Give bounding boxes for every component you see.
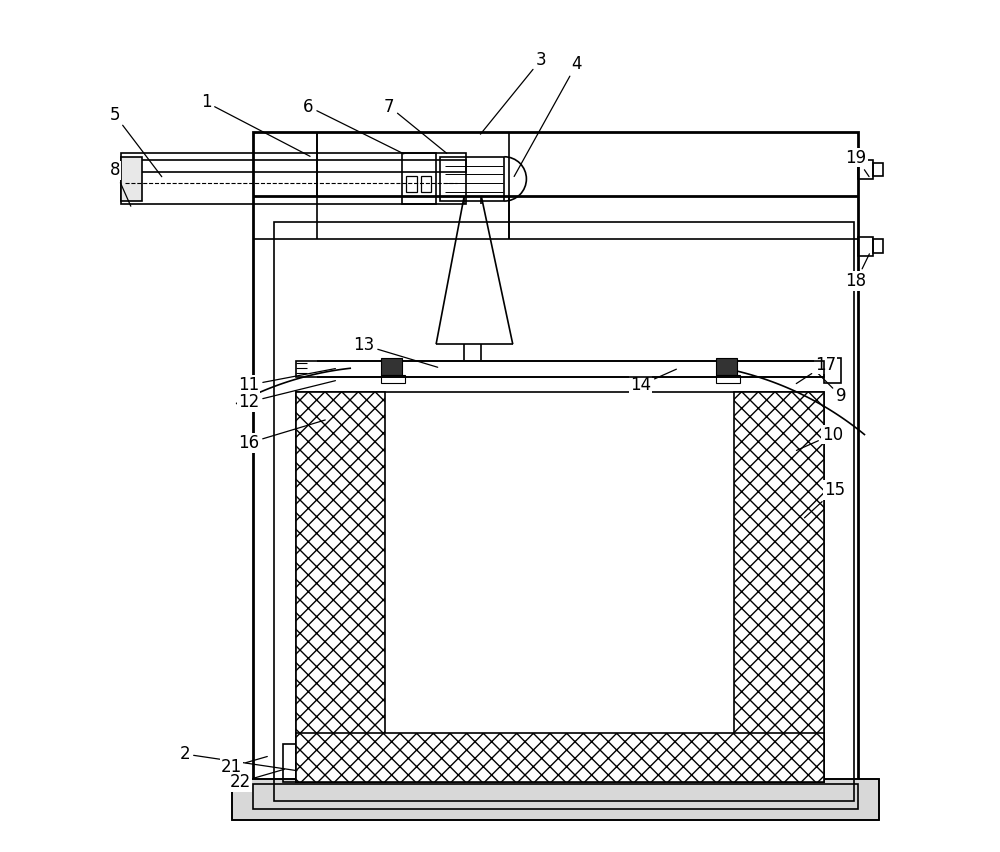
Text: 2: 2 xyxy=(179,745,297,771)
Text: 3: 3 xyxy=(480,50,546,134)
Bar xyxy=(232,779,879,820)
Text: 11: 11 xyxy=(238,369,335,394)
Bar xyxy=(232,779,879,820)
Text: 16: 16 xyxy=(238,420,325,452)
Bar xyxy=(734,392,824,782)
Text: 13: 13 xyxy=(353,336,438,367)
Bar xyxy=(421,176,431,192)
Bar xyxy=(402,153,436,204)
Bar xyxy=(125,160,466,172)
Bar xyxy=(121,153,466,204)
Bar xyxy=(274,222,854,801)
Bar xyxy=(406,176,417,192)
Bar xyxy=(873,163,883,176)
Text: 6: 6 xyxy=(303,97,404,154)
Text: 9: 9 xyxy=(817,372,846,406)
Bar xyxy=(381,375,405,383)
Bar xyxy=(873,239,883,253)
Bar xyxy=(253,132,858,797)
Bar xyxy=(121,157,142,201)
Bar xyxy=(824,358,841,383)
Text: 17: 17 xyxy=(796,355,836,383)
Bar xyxy=(296,733,824,782)
Text: 7: 7 xyxy=(384,97,447,153)
Bar xyxy=(716,358,737,375)
Bar xyxy=(381,358,402,375)
Text: 10: 10 xyxy=(796,425,843,451)
Text: 1: 1 xyxy=(201,93,310,156)
Text: 22: 22 xyxy=(230,769,284,792)
Bar xyxy=(440,157,504,201)
Text: 21: 21 xyxy=(221,757,267,776)
Text: 5: 5 xyxy=(110,106,162,176)
Bar xyxy=(283,744,317,782)
Text: 12: 12 xyxy=(238,381,335,412)
Bar xyxy=(716,375,740,383)
Text: 18: 18 xyxy=(846,254,869,291)
Bar xyxy=(858,160,873,179)
Bar xyxy=(296,361,824,377)
Text: 15: 15 xyxy=(805,481,845,518)
Bar xyxy=(858,237,873,256)
Bar xyxy=(253,784,858,809)
Text: 19: 19 xyxy=(846,148,869,176)
Bar xyxy=(296,392,385,782)
Text: 4: 4 xyxy=(514,55,582,176)
Text: 8: 8 xyxy=(110,161,131,206)
Bar xyxy=(296,392,824,782)
Text: 14: 14 xyxy=(630,369,676,394)
